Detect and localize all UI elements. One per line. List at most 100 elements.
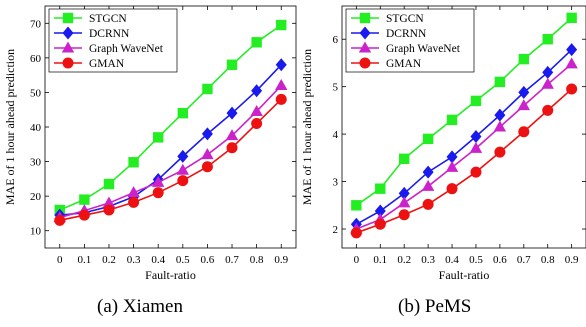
data-point bbox=[469, 141, 483, 153]
data-point bbox=[375, 183, 386, 194]
series-line bbox=[356, 88, 573, 234]
data-point bbox=[446, 150, 458, 164]
x-tick-label: 0.6 bbox=[201, 254, 215, 266]
data-point bbox=[103, 178, 115, 190]
data-point bbox=[226, 142, 238, 154]
data-point bbox=[565, 57, 578, 69]
data-point bbox=[102, 196, 116, 208]
series-line bbox=[59, 24, 282, 211]
x-tick-label: 0.3 bbox=[421, 254, 435, 266]
x-tick-label: 0.6 bbox=[493, 254, 507, 266]
data-point bbox=[398, 153, 410, 164]
data-point bbox=[276, 19, 287, 31]
data-point bbox=[54, 214, 66, 226]
series-line bbox=[59, 84, 282, 219]
data-point bbox=[79, 194, 90, 205]
data-point bbox=[542, 104, 554, 116]
caption-pems: (b) PeMS bbox=[398, 296, 472, 317]
legend-marker bbox=[61, 41, 75, 53]
data-point bbox=[421, 179, 435, 191]
data-point bbox=[398, 186, 410, 200]
x-tick-label: 0.1 bbox=[77, 254, 91, 266]
y-axis-label: MAE of 1 hour ahead prediction bbox=[300, 49, 314, 205]
data-point bbox=[446, 114, 458, 126]
data-point bbox=[494, 76, 506, 88]
data-point bbox=[445, 160, 459, 172]
x-tick-label: 0.9 bbox=[274, 254, 288, 266]
legend-label: Graph WaveNet bbox=[386, 43, 461, 55]
y-tick-label: 50 bbox=[30, 87, 42, 99]
legend-marker bbox=[358, 41, 372, 53]
x-tick-label: 0.7 bbox=[517, 254, 531, 266]
x-tick-label: 0.4 bbox=[445, 254, 459, 266]
data-point bbox=[374, 218, 386, 230]
data-point bbox=[225, 129, 239, 141]
legend: STGCN DCRNN Graph WaveNet GMAN bbox=[48, 8, 178, 73]
y-tick-label: 20 bbox=[30, 191, 42, 203]
data-point bbox=[226, 106, 238, 120]
data-point bbox=[251, 84, 263, 98]
data-point bbox=[128, 196, 140, 208]
y-tick-label: 40 bbox=[30, 122, 42, 134]
data-point bbox=[275, 58, 287, 72]
plot-frame bbox=[341, 5, 586, 249]
data-point bbox=[422, 165, 434, 179]
data-point bbox=[201, 148, 214, 160]
legend-label: DCRNN bbox=[386, 28, 427, 40]
data-point bbox=[542, 34, 553, 45]
data-point bbox=[78, 209, 90, 221]
y-tick-label: 5 bbox=[333, 82, 339, 94]
legend-marker bbox=[359, 26, 371, 40]
x-tick-label: 0.7 bbox=[225, 254, 239, 266]
series-line bbox=[355, 17, 573, 206]
data-point bbox=[177, 149, 189, 163]
x-tick-label: 0.5 bbox=[176, 254, 190, 266]
data-point bbox=[250, 104, 263, 116]
legend-label: GMAN bbox=[89, 58, 125, 70]
x-tick-label: 0 bbox=[354, 254, 360, 266]
series-line bbox=[59, 64, 282, 216]
series-dcrnn bbox=[350, 43, 578, 231]
data-point bbox=[177, 175, 189, 187]
series-gman bbox=[54, 93, 287, 226]
series-line bbox=[59, 98, 282, 222]
data-point bbox=[151, 175, 165, 187]
data-point bbox=[176, 163, 190, 175]
x-tick-label: 0 bbox=[57, 254, 63, 266]
data-point bbox=[517, 99, 531, 111]
series-line bbox=[355, 49, 573, 225]
y-tick-label: 3 bbox=[333, 177, 339, 189]
legend-marker bbox=[62, 57, 74, 69]
data-point bbox=[470, 129, 482, 143]
x-tick-label: 0.2 bbox=[102, 254, 116, 266]
y-tick-label: 4 bbox=[333, 129, 339, 141]
series-line bbox=[356, 63, 573, 230]
y-tick-label: 10 bbox=[30, 226, 42, 238]
data-point bbox=[351, 200, 362, 211]
chart-panel-0: 10 20 30 40 50 60 70 0 0.1 0.2 0.3 0.4 0.5 0.6 0.7 0.8 0… bbox=[3, 5, 297, 282]
y-tick-label: 60 bbox=[30, 53, 42, 65]
data-point bbox=[226, 59, 238, 70]
y-tick-label: 2 bbox=[333, 224, 339, 236]
data-point bbox=[422, 133, 434, 145]
x-tick-label: 0.9 bbox=[565, 254, 579, 266]
legend-marker bbox=[62, 12, 74, 24]
series-graph-wavenet bbox=[53, 79, 288, 223]
data-point bbox=[202, 83, 213, 95]
data-point bbox=[541, 77, 554, 89]
data-point bbox=[398, 209, 410, 221]
data-point bbox=[422, 198, 434, 210]
y-tick-label: 6 bbox=[333, 34, 339, 46]
data-point bbox=[470, 95, 482, 107]
x-tick-label: 0.2 bbox=[397, 254, 411, 266]
legend-label: STGCN bbox=[89, 13, 127, 25]
data-point bbox=[201, 127, 213, 141]
legend: STGCN DCRNN Graph WaveNet GMAN bbox=[345, 8, 475, 73]
data-point bbox=[201, 161, 213, 173]
data-point bbox=[518, 85, 530, 99]
data-point bbox=[374, 204, 386, 218]
y-tick-label: 30 bbox=[30, 157, 42, 169]
y-tick-label: 70 bbox=[30, 18, 42, 30]
y-axis-label: MAE of 1 hour ahead prediction bbox=[3, 49, 17, 205]
legend-marker bbox=[359, 12, 371, 24]
